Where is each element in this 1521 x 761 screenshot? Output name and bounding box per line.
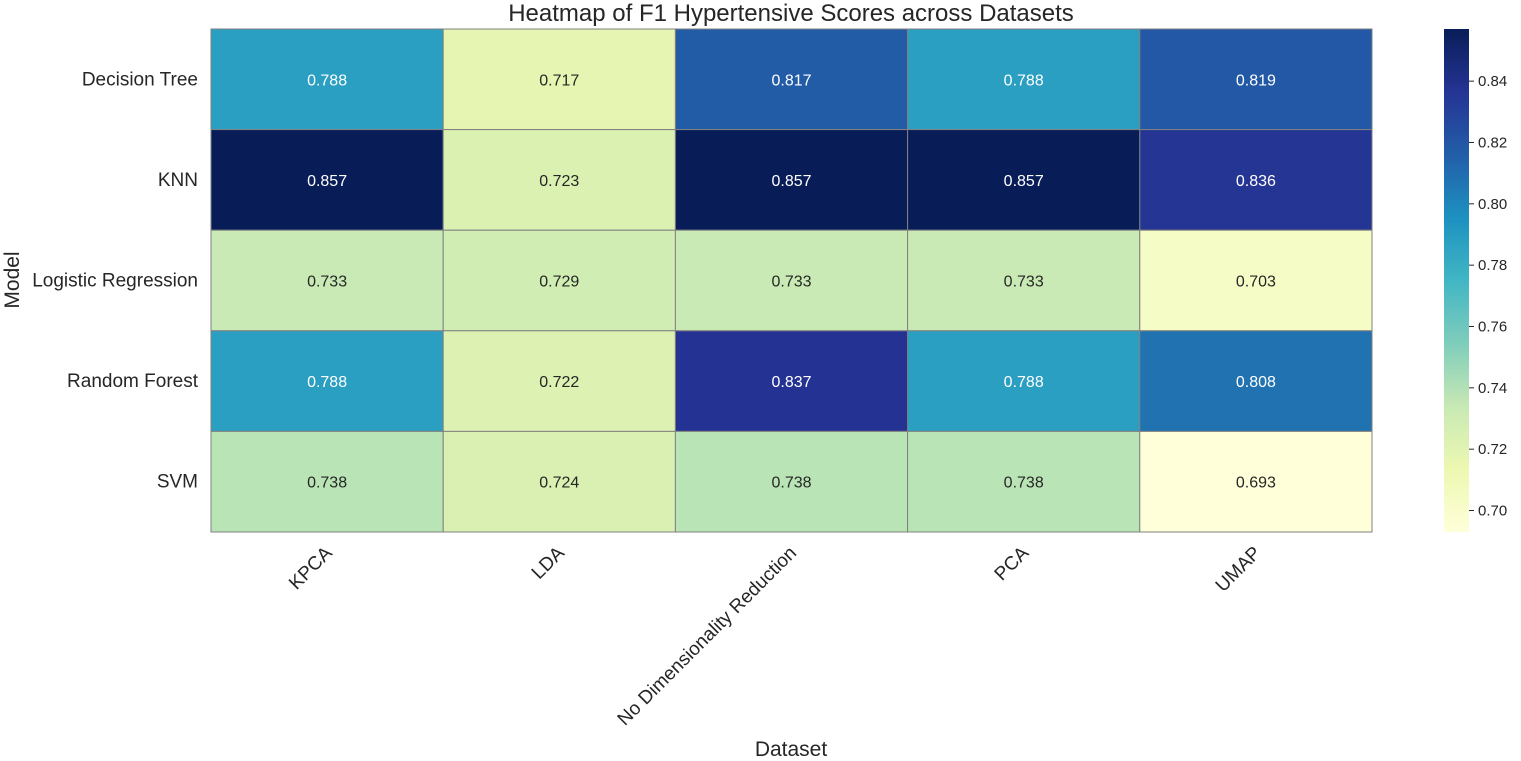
heatmap-cell — [1139, 129, 1373, 231]
heatmap-cell — [1139, 28, 1373, 131]
cell-value-label: 0.808 — [1236, 374, 1276, 391]
x-tick-label: UMAP — [1212, 543, 1266, 597]
colorbar-tick-label: 0.70 — [1478, 503, 1507, 520]
cell-value-label: 0.722 — [539, 374, 579, 391]
cell-value-label: 0.817 — [771, 72, 811, 89]
cell-value-label: 0.724 — [539, 475, 579, 492]
heatmap-cell — [1139, 330, 1373, 432]
y-tick-label: Logistic Regression — [32, 271, 198, 292]
cell-value-label: 0.729 — [539, 274, 579, 291]
chart-title: Heatmap of F1 Hypertensive Scores across… — [508, 0, 1074, 27]
colorbar-tick-label: 0.82 — [1478, 134, 1507, 151]
cell-value-label: 0.819 — [1236, 72, 1276, 89]
colorbar-tick-label: 0.80 — [1478, 196, 1507, 213]
cell-value-label: 0.738 — [307, 475, 347, 492]
colorbar-tick-label: 0.72 — [1478, 441, 1507, 458]
y-axis-title: Model — [1, 251, 24, 308]
heatmap-cell — [907, 28, 1141, 131]
heatmap-cell — [442, 430, 676, 533]
x-tick-label: LDA — [528, 542, 569, 583]
cell-value-label: 0.788 — [1004, 72, 1044, 89]
heatmap-cell — [1139, 229, 1373, 332]
y-tick-label: Decision Tree — [82, 69, 198, 90]
heatmap-cell — [907, 330, 1141, 432]
heatmap-cell — [674, 229, 909, 332]
cell-value-label: 0.733 — [771, 274, 811, 291]
cell-value-label: 0.717 — [539, 72, 579, 89]
x-tick-label: No Dimensionality Reduction — [614, 543, 801, 730]
cell-value-label: 0.788 — [1004, 374, 1044, 391]
heatmap-cell — [674, 28, 909, 131]
x-tick-label: PCA — [991, 542, 1034, 585]
x-axis-title: Dataset — [755, 738, 828, 761]
heatmap-cell — [907, 229, 1141, 332]
y-tick-label: KNN — [158, 170, 198, 191]
cell-value-label: 0.723 — [539, 173, 579, 190]
cell-value-label: 0.703 — [1236, 274, 1276, 291]
cell-value-label: 0.693 — [1236, 475, 1276, 492]
y-tick-label: SVM — [157, 472, 198, 493]
heatmap-cell — [442, 229, 676, 332]
heatmap-cell — [674, 330, 909, 432]
heatmap-cell — [674, 129, 909, 231]
heatmap-cell — [210, 28, 444, 131]
colorbar: 0.70 0.72 0.74 0.76 0.78 0.80 0.82 0.84 — [1444, 29, 1507, 532]
heatmap-cell — [210, 430, 444, 533]
cell-value-label: 0.788 — [307, 374, 347, 391]
y-tick-label: Random Forest — [67, 371, 199, 392]
heatmap-cell — [442, 28, 676, 131]
colorbar-tick-label: 0.74 — [1478, 380, 1507, 397]
colorbar-gradient — [1444, 29, 1469, 532]
heatmap-cell — [210, 129, 444, 231]
x-tick-label: KPCA — [285, 542, 337, 594]
heatmap-cell — [674, 430, 909, 533]
cell-value-label: 0.837 — [771, 374, 811, 391]
cell-value-label: 0.738 — [1004, 475, 1044, 492]
cell-value-label: 0.788 — [307, 72, 347, 89]
cell-value-label: 0.857 — [307, 173, 347, 190]
heatmap-cell — [442, 330, 676, 432]
cell-value-label: 0.738 — [771, 475, 811, 492]
cell-value-label: 0.836 — [1236, 173, 1276, 190]
cell-value-label: 0.857 — [1004, 173, 1044, 190]
heatmap-cell — [1139, 430, 1373, 533]
colorbar-tick-label: 0.76 — [1478, 319, 1507, 336]
heatmap-cell — [210, 330, 444, 432]
x-tick-labels: KPCA LDA No Dimensionality Reduction PCA UMA… — [285, 542, 1265, 730]
cell-value-label: 0.857 — [771, 173, 811, 190]
colorbar-tick-label: 0.78 — [1478, 257, 1507, 274]
colorbar-tick-label: 0.84 — [1478, 73, 1507, 90]
cell-value-label: 0.733 — [307, 274, 347, 291]
y-tick-labels: Decision Tree KNN Logistic Regression Rando… — [32, 69, 199, 492]
heatmap-cells: 0.788 0.717 0.817 0.788 0.819 0.857 0.723 0.857… — [210, 28, 1373, 533]
cell-value-label: 0.733 — [1004, 274, 1044, 291]
